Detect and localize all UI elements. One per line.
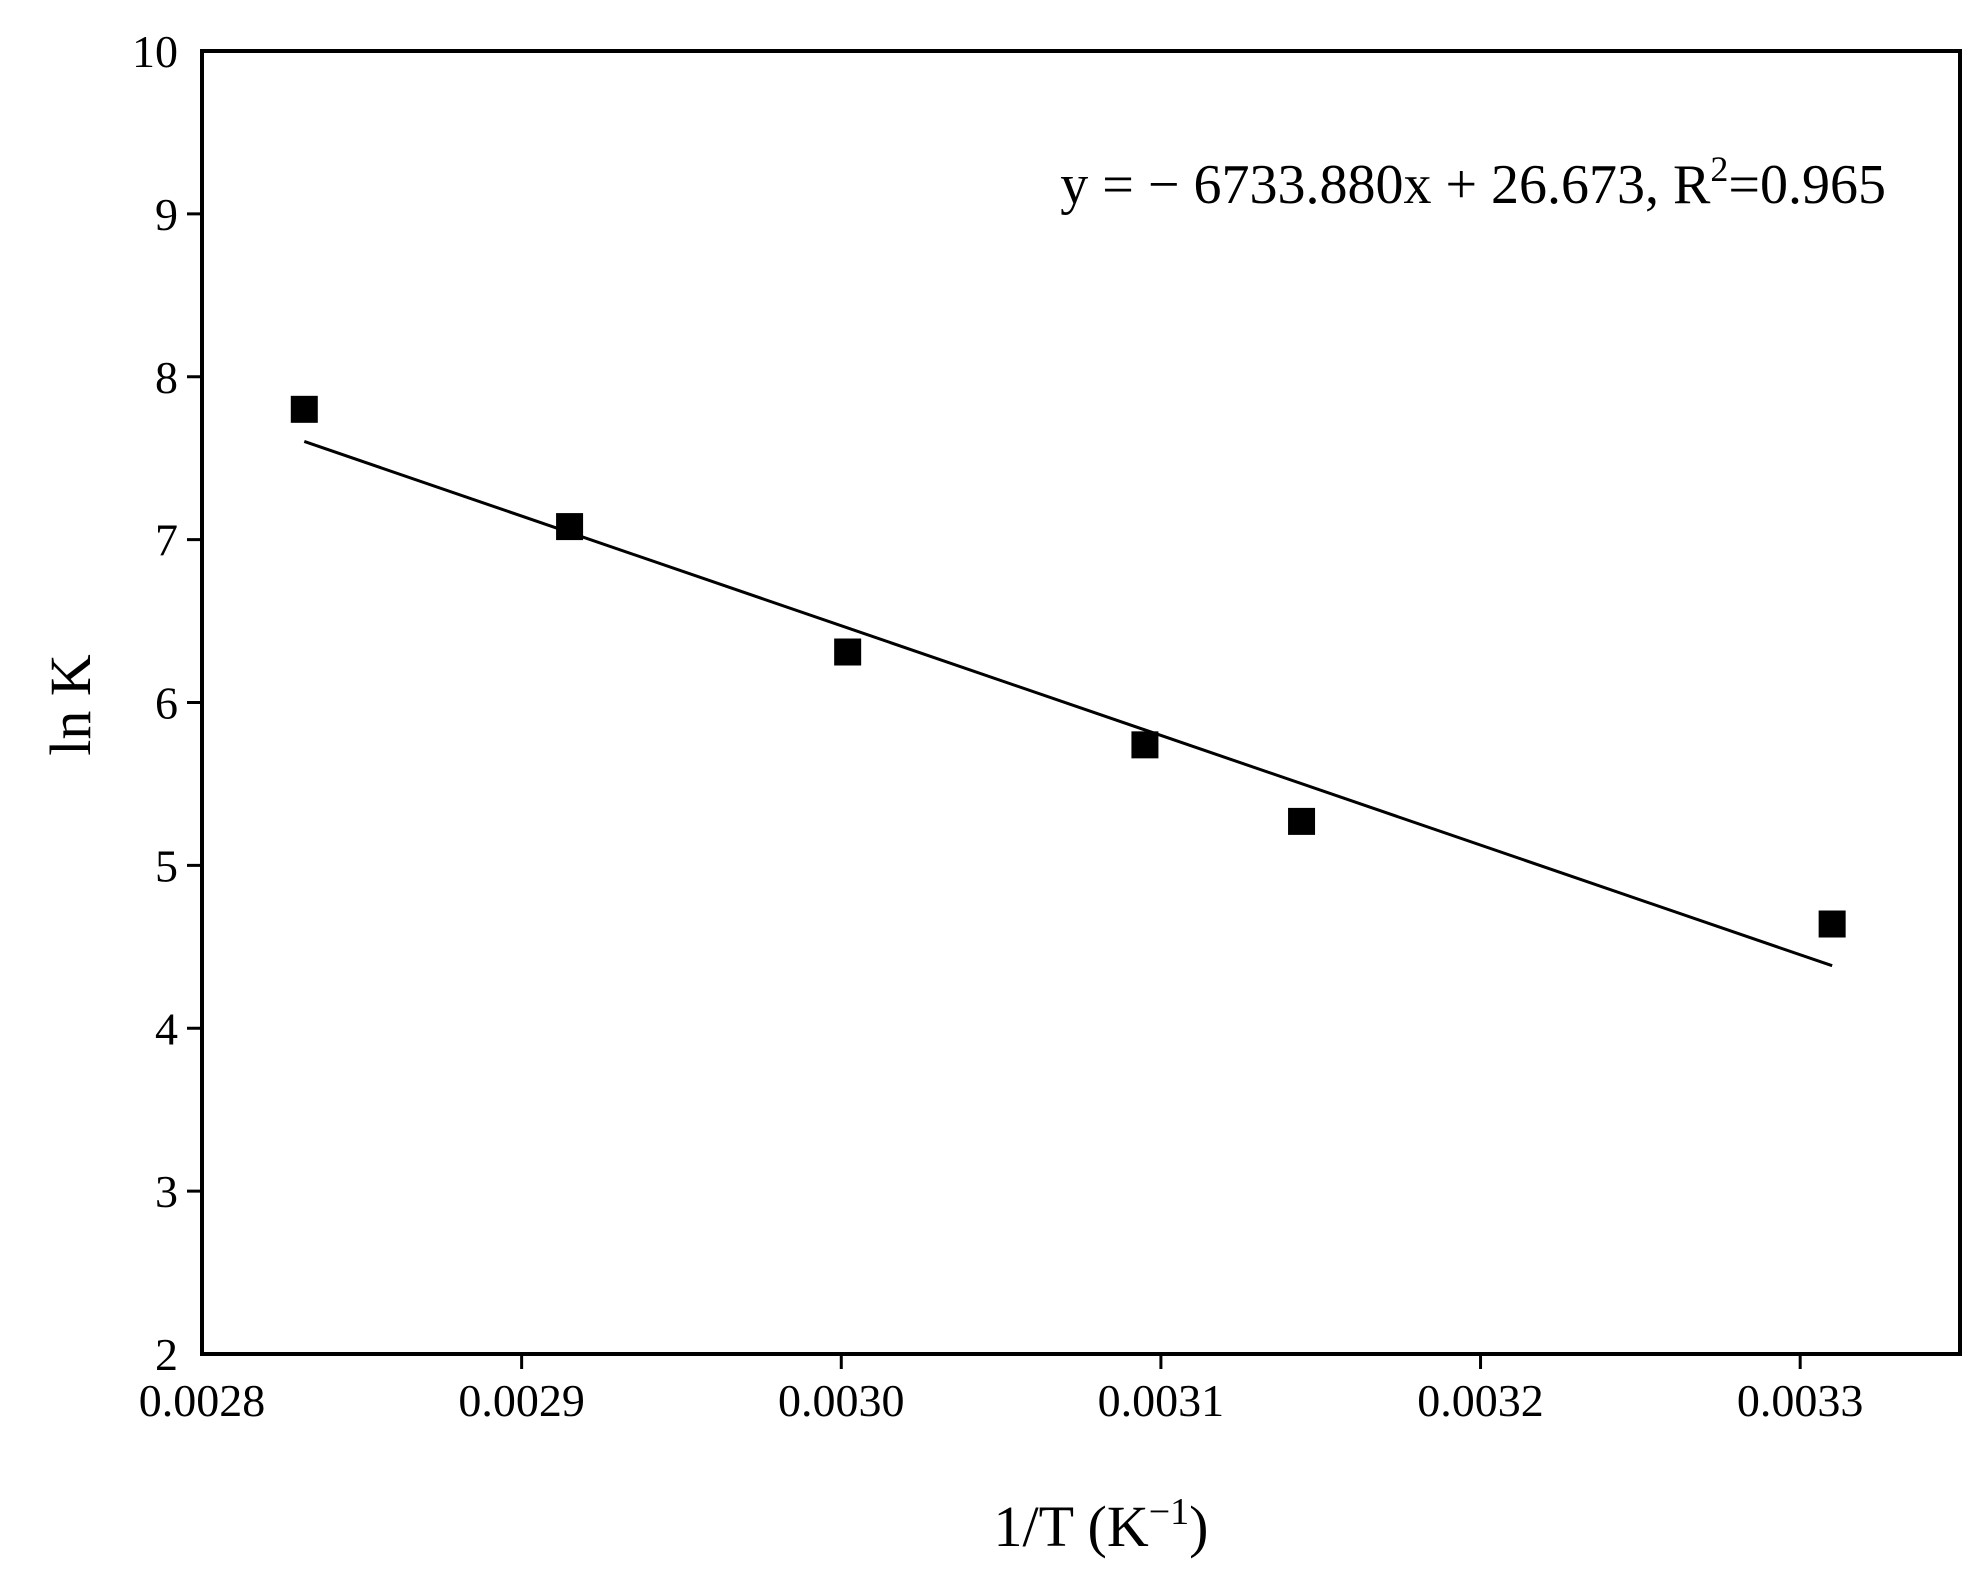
- y-tick-label: 5: [155, 840, 178, 891]
- fit-line: [303, 440, 1833, 968]
- y-tick-label: 4: [155, 1003, 178, 1054]
- x-axis-ticks: 0.0028 0.0029 0.0030 0.0031 0.0032 0.0033: [139, 1354, 1864, 1426]
- x-tick-label: 0.0030: [778, 1375, 905, 1426]
- y-tick-label: 3: [155, 1166, 178, 1217]
- y-axis-ticks: 2 3 4 5 6 7 8 9 10: [132, 26, 202, 1380]
- y-tick-label: 10: [132, 26, 178, 77]
- plot-frame: [200, 49, 1962, 1356]
- y-tick-label: 2: [155, 1329, 178, 1380]
- fit-equation-sup: 2: [1710, 149, 1728, 189]
- fit-equation-main: y = − 6733.880x + 26.673, R: [1060, 154, 1711, 216]
- y-axis-title: ln K: [38, 654, 103, 756]
- data-point: [834, 638, 862, 666]
- data-point: [1288, 807, 1316, 835]
- x-axis-title-tail: ): [1189, 1494, 1208, 1559]
- data-point: [1131, 731, 1159, 759]
- x-axis-title-base: 1/T (K: [994, 1494, 1149, 1559]
- x-tick-label: 0.0031: [1098, 1375, 1225, 1426]
- fit-equation-tail: =0.965: [1728, 154, 1886, 216]
- x-tick-label: 0.0032: [1417, 1375, 1544, 1426]
- x-tick-label: 0.0028: [139, 1375, 266, 1426]
- y-tick-label: 6: [155, 678, 178, 729]
- data-point: [290, 395, 318, 423]
- y-tick-label: 8: [155, 352, 178, 403]
- data-point: [556, 513, 584, 541]
- fit-equation-annotation: y = − 6733.880x + 26.673, R2=0.965: [1060, 149, 1886, 216]
- data-points: [290, 395, 1846, 938]
- x-tick-label: 0.0033: [1737, 1375, 1864, 1426]
- y-tick-label: 9: [155, 189, 178, 240]
- x-tick-label: 0.0029: [458, 1375, 585, 1426]
- y-tick-label: 7: [155, 515, 178, 566]
- x-axis-title: 1/T (K−1): [994, 1491, 1209, 1559]
- data-point: [1818, 910, 1846, 938]
- x-axis-title-sup: −1: [1149, 1491, 1189, 1533]
